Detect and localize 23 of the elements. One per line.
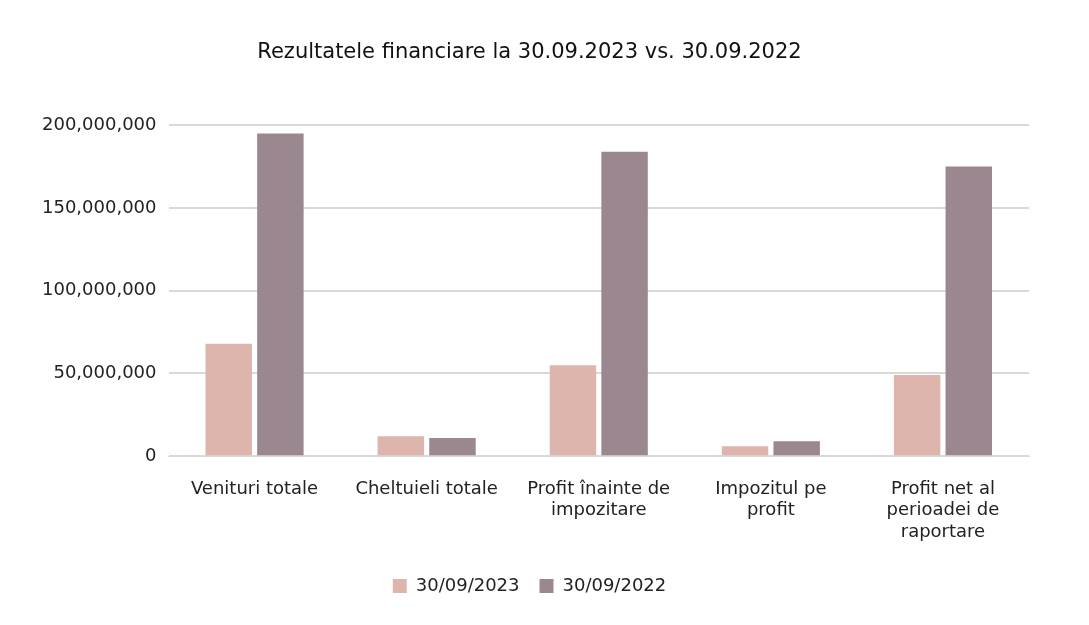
- chart-title: Rezultatele financiare la 30.09.2023 vs. 30.09.2022: [257, 39, 802, 64]
- legend-label: 30/09/2022: [562, 573, 667, 595]
- bar: [721, 446, 769, 456]
- bar: [429, 438, 476, 456]
- x-tick-label: Impozitul pe profit: [715, 476, 827, 520]
- bar: [257, 133, 304, 456]
- y-tick-label: 200,000,000: [42, 112, 157, 134]
- x-tick-label: Venituri totale: [190, 476, 319, 498]
- x-tick-label: Profit înainte de impozitare: [527, 476, 671, 520]
- y-tick-label: 150,000,000: [42, 195, 157, 217]
- y-tick-label: 0: [145, 443, 157, 465]
- bar: [601, 151, 648, 456]
- bar: [205, 343, 252, 456]
- y-tick-label: 50,000,000: [53, 361, 157, 383]
- legend-label: 30/09/2023: [415, 573, 520, 595]
- bar: [945, 166, 992, 456]
- bar: [549, 365, 597, 456]
- bar: [893, 375, 941, 456]
- y-tick-label: 100,000,000: [42, 278, 157, 300]
- x-tick-label: Profit net al perioadei de raportare: [886, 476, 1000, 541]
- x-tick-label: Cheltuieli totale: [355, 476, 498, 498]
- bar: [377, 436, 425, 456]
- bar: [773, 441, 820, 456]
